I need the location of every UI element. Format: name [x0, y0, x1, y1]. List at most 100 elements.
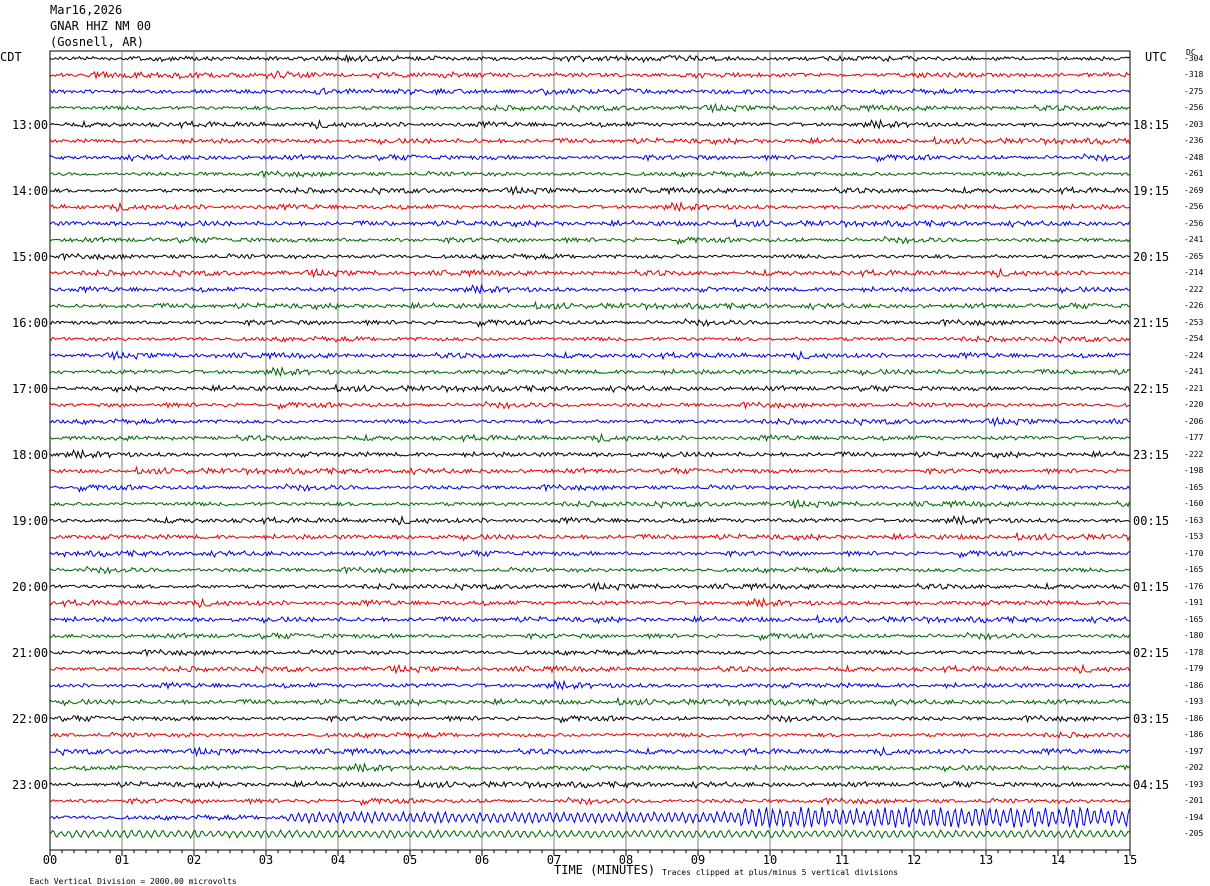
- x-tick-label: 12: [907, 853, 921, 867]
- x-tick-label: 06: [475, 853, 489, 867]
- trace-row: [49, 448, 1130, 460]
- dc-offset-label: -275: [1184, 86, 1204, 96]
- trace-row: [49, 283, 1130, 295]
- trace-row: [49, 365, 1130, 378]
- trace-row: [49, 498, 1130, 510]
- dc-offset-label: -165: [1184, 482, 1204, 492]
- dc-offset-label: -176: [1184, 581, 1204, 591]
- trace-row: [49, 382, 1130, 394]
- trace-row: [49, 745, 1130, 758]
- dc-offset-label: -222: [1184, 284, 1204, 294]
- dc-offset-label: -241: [1184, 235, 1204, 244]
- x-tick-label: 02: [187, 853, 201, 867]
- right-hour-label: 04:15: [1133, 777, 1170, 792]
- header-location: (Gosnell, AR): [50, 35, 144, 49]
- left-hour-label: 18:00: [12, 447, 49, 462]
- dc-offset-label: -265: [1184, 251, 1204, 261]
- trace-row: [49, 714, 1130, 724]
- trace-row: [49, 565, 1130, 575]
- trace-row: [49, 731, 1130, 739]
- x-tick-label: 04: [331, 853, 345, 867]
- dc-offset-label: -226: [1184, 301, 1204, 310]
- dc-offset-label: -248: [1184, 152, 1204, 162]
- right-hour-label: 22:15: [1133, 381, 1170, 396]
- trace-row: [49, 400, 1130, 411]
- dc-offset-label: -160: [1184, 499, 1204, 508]
- trace-row: [49, 483, 1130, 493]
- left-hour-label: 13:00: [12, 117, 49, 132]
- trace-row: [49, 135, 1130, 146]
- trace-row: [49, 549, 1130, 559]
- dc-offset-label: -202: [1184, 763, 1204, 772]
- trace-row: [49, 416, 1130, 428]
- x-tick-label: 14: [1051, 853, 1065, 867]
- clip-note: Traces clipped at plus/minus 5 vertical …: [662, 868, 899, 877]
- trace-row: [49, 54, 1130, 64]
- dc-offset-label: -178: [1184, 647, 1204, 657]
- x-tick-label: 10: [763, 853, 777, 867]
- dc-offset-label: -163: [1184, 515, 1204, 525]
- right-hour-label: 20:15: [1133, 249, 1170, 264]
- left-hour-label: 21:00: [12, 645, 49, 660]
- trace-row: [49, 596, 1130, 609]
- scale-note-text: Each Vertical Division = 2000.00 microvo…: [29, 877, 237, 886]
- left-hour-label: 14:00: [12, 183, 49, 198]
- dc-offset-label: -186: [1184, 680, 1204, 690]
- trace-row: [50, 432, 1130, 444]
- trace-row: [49, 465, 1130, 476]
- trace-row: [49, 318, 1130, 328]
- dc-offset-label: -201: [1184, 796, 1204, 805]
- trace-row: [49, 87, 1130, 97]
- left-hour-label: 15:00: [12, 249, 49, 264]
- trace-row: [49, 70, 1130, 80]
- trace-row: [49, 761, 1130, 774]
- trace-row: [49, 153, 1130, 163]
- dc-offset-label: -198: [1184, 466, 1204, 475]
- dc-offset-label: -220: [1184, 400, 1204, 409]
- right-hour-label: 03:15: [1133, 711, 1170, 726]
- trace-row: [49, 514, 1130, 526]
- x-tick-label: 07: [547, 853, 561, 867]
- dc-offset-label: -224: [1184, 350, 1204, 360]
- trace-row: [49, 631, 1130, 642]
- trace-row: [49, 696, 1130, 707]
- trace-row: [49, 200, 1130, 213]
- dc-offset-label: -191: [1184, 598, 1204, 607]
- header-station: GNAR HHZ NM 00: [50, 19, 152, 33]
- dc-offset-label: -194: [1184, 812, 1204, 822]
- dc-offset-label: -253: [1184, 317, 1204, 327]
- dc-offset-label: -165: [1184, 565, 1204, 574]
- dc-offset-label: -221: [1184, 383, 1204, 393]
- trace-row: [49, 267, 1130, 279]
- trace-row: [49, 217, 1130, 229]
- right-hour-label: 19:15: [1133, 183, 1170, 198]
- trace-row: [49, 663, 1130, 675]
- dc-offset-label: -205: [1184, 829, 1204, 838]
- x-tick-label: 05: [403, 853, 417, 867]
- x-tick-label: 15: [1123, 853, 1137, 867]
- dc-offset-label: -236: [1184, 136, 1204, 145]
- left-hour-label: 22:00: [12, 711, 49, 726]
- x-tick-label: 13: [979, 853, 993, 867]
- dc-offset-label: -186: [1184, 730, 1204, 739]
- dc-offset-label: -214: [1184, 268, 1204, 277]
- dc-offset-label: -165: [1184, 614, 1204, 624]
- left-hour-label: 19:00: [12, 513, 49, 528]
- trace-row: [49, 102, 1130, 114]
- trace-row: [49, 235, 1130, 246]
- dc-offset-label: -186: [1184, 713, 1204, 723]
- dc-offset-label: -269: [1184, 185, 1204, 195]
- trace-row: [49, 806, 1130, 829]
- plot-frame: [49, 50, 1131, 851]
- dc-offset-label: -254: [1184, 334, 1204, 343]
- right-hour-label: 18:15: [1133, 117, 1170, 132]
- dc-offset-label: -177: [1184, 433, 1204, 442]
- dc-offset-label: -193: [1184, 779, 1204, 789]
- right-hour-label: 02:15: [1133, 645, 1170, 660]
- dc-offset-label: -256: [1184, 218, 1204, 228]
- dc-offset-label: -206: [1184, 416, 1204, 426]
- dc-offset-label: -193: [1184, 697, 1204, 706]
- dc-offset-label: -170: [1184, 548, 1204, 558]
- x-tick-label: 09: [691, 853, 705, 867]
